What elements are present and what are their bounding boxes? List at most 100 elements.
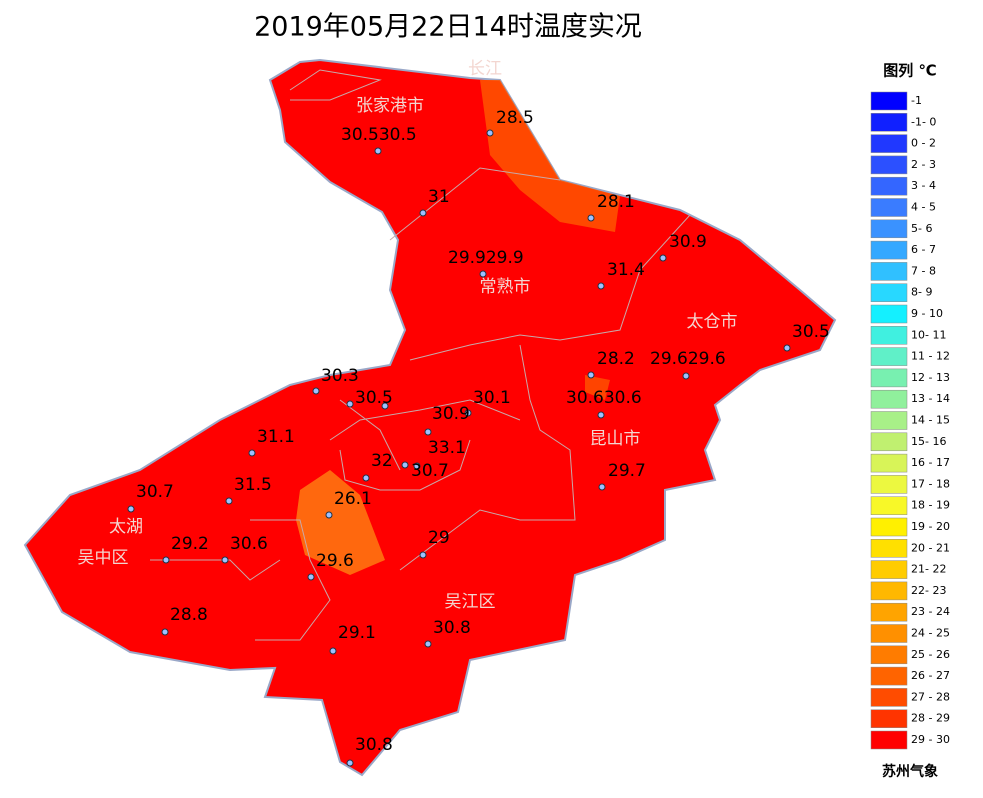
legend-swatch xyxy=(870,624,908,643)
legend-label: 7 - 8 xyxy=(911,264,936,277)
legend-label: -1- 0 xyxy=(911,115,936,128)
legend-swatch xyxy=(870,198,908,217)
station-value: 31 xyxy=(428,187,450,207)
station-dot xyxy=(424,428,432,436)
legend-swatch xyxy=(870,240,908,260)
station-dot xyxy=(464,409,472,417)
legend-label: 28 - 29 xyxy=(911,712,950,725)
station-dot xyxy=(221,556,229,564)
station-value: 29.7 xyxy=(608,461,646,481)
legend-label: 20 - 21 xyxy=(911,541,950,554)
legend-label: 13 - 14 xyxy=(911,392,950,405)
station-dot xyxy=(346,759,354,767)
station-value: 30.9 xyxy=(669,232,707,252)
station-dot xyxy=(362,474,370,482)
station-value: 31.4 xyxy=(607,260,645,280)
legend-swatch xyxy=(870,155,908,175)
station-dot xyxy=(597,411,605,419)
station-value: 30.5 xyxy=(792,322,830,342)
footer: 苏州气象 xyxy=(882,763,938,780)
station-value: 30.8 xyxy=(355,735,393,755)
place-label: 太湖 xyxy=(109,517,143,537)
title: 2019年05月22日14时温度实况 xyxy=(254,12,642,43)
legend-label: 23 - 24 xyxy=(911,605,950,618)
station-dot xyxy=(248,449,256,457)
legend-swatch xyxy=(870,304,908,324)
station-value: 30.3 xyxy=(321,366,359,386)
station-value: 30.9 xyxy=(432,404,470,424)
legend-swatch xyxy=(870,283,908,302)
legend-swatch xyxy=(870,688,908,707)
station-dot xyxy=(162,556,170,564)
place-label: 常熟市 xyxy=(480,276,531,297)
legend-swatch xyxy=(870,219,908,239)
station-dot xyxy=(127,505,135,513)
legend-label: 25 - 26 xyxy=(911,648,950,661)
legend-swatch xyxy=(870,134,908,153)
station-dot xyxy=(225,497,233,505)
station-value: 29.929.9 xyxy=(448,248,524,268)
station-value: 29 xyxy=(428,528,450,548)
cool-area xyxy=(296,470,385,575)
station-value: 31.1 xyxy=(257,427,295,447)
legend-swatch xyxy=(870,411,908,430)
station-value: 28.1 xyxy=(597,192,635,212)
legend-swatch xyxy=(870,645,908,665)
station-value: 30.7 xyxy=(411,461,449,481)
station-dot xyxy=(597,282,605,290)
legend-label: 12 - 13 xyxy=(911,371,950,384)
boundaries xyxy=(150,69,691,641)
station-dot xyxy=(312,387,320,395)
legend-swatch xyxy=(870,326,908,345)
station-dot xyxy=(783,344,791,352)
legend-swatch xyxy=(870,453,908,473)
legend-label: 14 - 15 xyxy=(911,414,950,427)
legend-swatch xyxy=(870,475,908,494)
legend-label: 15- 16 xyxy=(911,435,946,448)
station-dot xyxy=(419,551,427,559)
warm-area xyxy=(480,80,620,232)
cool-area xyxy=(585,375,610,400)
station-dot xyxy=(419,209,427,217)
station-value: 29.2 xyxy=(171,534,209,554)
station-dot xyxy=(401,461,409,469)
station-dot xyxy=(479,270,487,278)
place-label: 吴中区 xyxy=(78,548,129,568)
station-dot xyxy=(329,647,337,655)
station-value: 29.1 xyxy=(338,623,376,643)
legend-swatch xyxy=(870,389,908,409)
station-dot xyxy=(587,371,595,379)
legend-title: 图列 ℃ xyxy=(883,62,936,80)
legend-swatch xyxy=(870,560,908,579)
place-label: 昆山市 xyxy=(590,429,641,449)
legend-swatch xyxy=(870,709,908,728)
legend-swatch xyxy=(870,730,908,750)
station-value: 30.630.6 xyxy=(566,388,642,408)
station-dot xyxy=(659,254,667,262)
station-value: 26.1 xyxy=(334,489,372,509)
station-value: 28.5 xyxy=(496,108,534,128)
legend-swatch xyxy=(870,496,908,515)
legend-swatch xyxy=(870,91,908,111)
legend-swatch xyxy=(870,602,908,622)
place-label: 太仓市 xyxy=(687,312,738,332)
station-dot xyxy=(307,573,315,581)
station-value: 30.5 xyxy=(355,388,393,408)
legend-label: 9 - 10 xyxy=(911,307,943,320)
station-value: 31.5 xyxy=(234,475,272,495)
legend-swatch xyxy=(870,176,908,196)
station-dot xyxy=(381,402,389,410)
legend-label: 16 - 17 xyxy=(911,456,950,469)
legend-label: 22- 23 xyxy=(911,584,946,597)
station-value: 30.6 xyxy=(230,534,268,554)
station-dot xyxy=(346,400,354,408)
legend-swatch xyxy=(870,539,908,558)
legend-label: 6 - 7 xyxy=(911,243,936,256)
legend-label: 8- 9 xyxy=(911,286,932,299)
legend-swatch xyxy=(870,432,908,452)
station-dot xyxy=(374,147,382,155)
legend-label: 26 - 27 xyxy=(911,669,950,682)
station-value: 28.8 xyxy=(170,605,208,625)
station-value: 32 xyxy=(371,451,393,471)
